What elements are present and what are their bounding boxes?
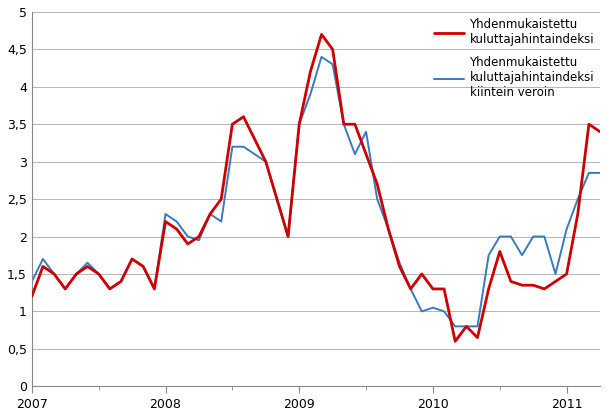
Legend: Yhdenmukaistettu
kuluttajahintaindeksi, Yhdenmukaistettu
kuluttajahintaindeksi
k: Yhdenmukaistettu kuluttajahintaindeksi, … (434, 18, 594, 99)
Yhdenmukaistettu
kuluttajahintaindeksi
kiintein veroin (340, 122, 347, 127)
Yhdenmukaistettu
kuluttajahintaindeksi
kiintein veroin (385, 227, 392, 232)
Yhdenmukaistettu
kuluttajahintaindeksi (385, 227, 392, 232)
Yhdenmukaistettu
kuluttajahintaindeksi
kiintein veroin (73, 271, 80, 276)
Yhdenmukaistettu
kuluttajahintaindeksi (452, 339, 459, 344)
Yhdenmukaistettu
kuluttajahintaindeksi (597, 129, 604, 134)
Yhdenmukaistettu
kuluttajahintaindeksi
kiintein veroin (452, 324, 459, 329)
Yhdenmukaistettu
kuluttajahintaindeksi
kiintein veroin (296, 122, 303, 127)
Yhdenmukaistettu
kuluttajahintaindeksi
kiintein veroin (407, 286, 415, 291)
Yhdenmukaistettu
kuluttajahintaindeksi
kiintein veroin (229, 144, 236, 149)
Yhdenmukaistettu
kuluttajahintaindeksi
kiintein veroin (318, 54, 325, 59)
Yhdenmukaistettu
kuluttajahintaindeksi (407, 286, 415, 291)
Line: Yhdenmukaistettu
kuluttajahintaindeksi: Yhdenmukaistettu kuluttajahintaindeksi (32, 34, 600, 342)
Yhdenmukaistettu
kuluttajahintaindeksi (340, 122, 347, 127)
Line: Yhdenmukaistettu
kuluttajahintaindeksi
kiintein veroin: Yhdenmukaistettu kuluttajahintaindeksi k… (32, 57, 600, 326)
Yhdenmukaistettu
kuluttajahintaindeksi (28, 294, 35, 299)
Yhdenmukaistettu
kuluttajahintaindeksi
kiintein veroin (28, 279, 35, 284)
Yhdenmukaistettu
kuluttajahintaindeksi (296, 122, 303, 127)
Yhdenmukaistettu
kuluttajahintaindeksi
kiintein veroin (597, 171, 604, 176)
Yhdenmukaistettu
kuluttajahintaindeksi (229, 122, 236, 127)
Yhdenmukaistettu
kuluttajahintaindeksi (318, 32, 325, 37)
Yhdenmukaistettu
kuluttajahintaindeksi (73, 271, 80, 276)
